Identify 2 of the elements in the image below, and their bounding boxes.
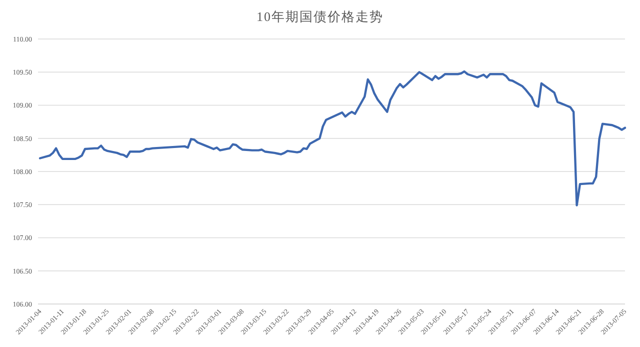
line-series: [38, 70, 626, 206]
chart-title: 10年期国债价格走势: [256, 9, 384, 24]
